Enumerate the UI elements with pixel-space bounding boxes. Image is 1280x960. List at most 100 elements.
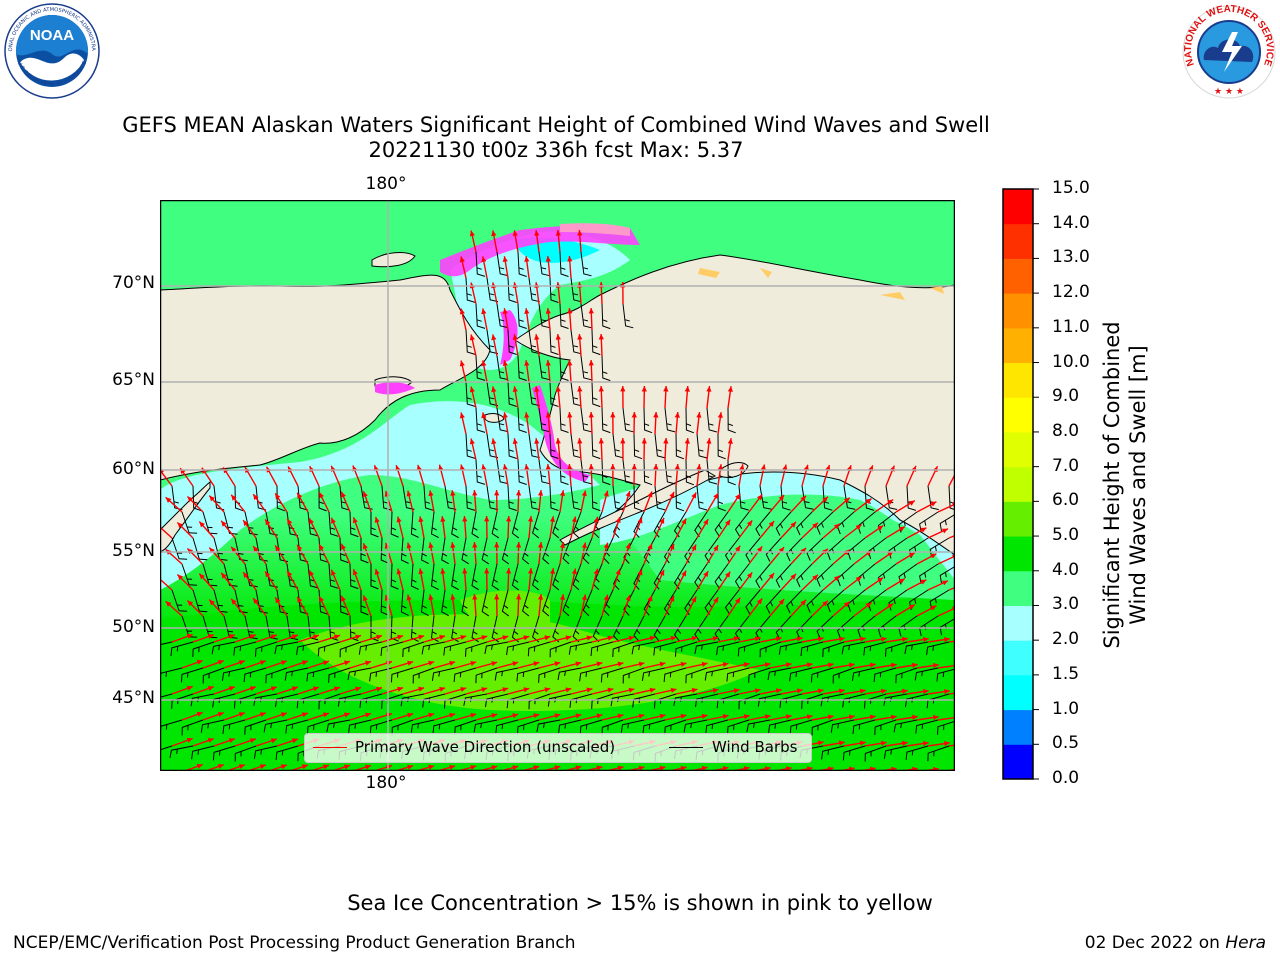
wind-barb — [501, 537, 510, 565]
colorbar-tick-label: 8.0 — [1052, 420, 1080, 441]
wave-arrow — [181, 711, 203, 721]
wind-barb — [580, 407, 592, 433]
wave-arrow — [811, 600, 829, 617]
legend-wave-label: Primary Wave Direction (unscaled) — [355, 738, 616, 756]
wind-barb — [347, 667, 372, 681]
wind-barb — [484, 641, 509, 654]
wind-barb — [516, 667, 540, 682]
wave-arrow — [459, 412, 467, 435]
wave-arrow — [496, 713, 519, 721]
wind-barb — [306, 667, 330, 682]
wave-arrow — [524, 360, 530, 383]
wave-arrow — [641, 437, 647, 461]
wave-arrow — [234, 686, 257, 695]
wave-arrow — [906, 688, 929, 695]
wave-arrow — [296, 544, 309, 565]
wind-barb — [622, 667, 645, 684]
wave-arrow — [727, 597, 741, 617]
wave-arrow — [696, 636, 719, 643]
colorbar-label: Significant Height of Combined Wind Wave… — [1099, 275, 1159, 695]
wind-barb — [558, 719, 582, 734]
colorbar-tick-label: 7.0 — [1052, 455, 1080, 476]
wind-barb — [778, 641, 803, 655]
wind-barb — [475, 407, 486, 433]
wind-barb — [339, 485, 350, 511]
wind-barb — [370, 616, 379, 642]
wave-arrow — [570, 635, 593, 643]
wave-arrow — [545, 256, 551, 279]
wave-arrow — [472, 542, 478, 565]
wave-arrow — [230, 598, 246, 617]
wind-barb — [706, 407, 718, 433]
land — [160, 252, 954, 555]
wave-arrow — [822, 523, 841, 539]
wave-arrow — [559, 594, 565, 617]
wind-barb — [370, 512, 379, 538]
wave-arrow — [801, 636, 824, 643]
wind-barb — [842, 745, 866, 761]
wave-arrow — [481, 308, 488, 331]
wave-arrow — [480, 765, 498, 770]
wave-arrow — [588, 359, 594, 383]
wave-arrow — [759, 636, 782, 643]
wind-barb — [517, 251, 527, 277]
wind-barb — [390, 667, 414, 683]
wind-barb — [274, 641, 299, 654]
legend-wave-swatch — [313, 747, 347, 748]
wave-arrow — [591, 516, 599, 539]
wind-barb — [905, 745, 929, 761]
wave-arrow — [674, 412, 680, 435]
wave-arrow — [198, 521, 215, 539]
wind-barb — [243, 667, 267, 683]
wave-arrow — [567, 308, 573, 331]
wave-arrow — [620, 437, 626, 461]
wind-barb — [600, 667, 624, 683]
wind-barb — [370, 564, 379, 590]
wind-barb — [390, 563, 399, 590]
wind-barb — [180, 667, 204, 683]
wave-arrow — [213, 634, 236, 643]
wave-arrow — [459, 360, 467, 383]
wind-barb — [517, 407, 527, 433]
wind-barb — [927, 745, 950, 762]
wind-barb — [810, 667, 834, 683]
wave-arrow — [469, 230, 477, 253]
wave-arrow — [318, 491, 330, 513]
wind-barb — [538, 459, 550, 485]
colorbar-tick-label: 5.0 — [1052, 525, 1080, 546]
wave-arrow — [181, 659, 203, 669]
wind-barb — [234, 537, 248, 562]
wind-barb — [926, 641, 950, 656]
wind-barb — [200, 719, 225, 733]
wave-arrow — [738, 519, 753, 539]
wind-barb — [475, 459, 486, 485]
wave-arrow — [171, 685, 193, 695]
wave-arrow — [417, 764, 435, 770]
wind-barb — [591, 329, 601, 356]
wave-arrow — [534, 334, 540, 357]
colorbar-tick-label: 10.0 — [1052, 351, 1090, 372]
wave-arrow — [780, 688, 803, 695]
wave-arrow — [264, 571, 278, 591]
wave-arrow — [622, 542, 631, 565]
wind-barb — [696, 433, 708, 459]
wind-barb — [633, 615, 645, 642]
wind-barb — [830, 719, 855, 733]
wind-barb — [590, 641, 614, 656]
wave-arrow — [853, 498, 872, 513]
wave-arrow — [524, 464, 530, 487]
wave-arrow — [274, 493, 288, 513]
wave-arrow — [318, 595, 330, 617]
wave-arrow — [601, 661, 624, 669]
wave-arrow — [171, 633, 193, 643]
wind-barb — [420, 537, 429, 565]
wave-arrow — [727, 714, 750, 721]
wave-arrow — [527, 516, 534, 539]
wave-arrow — [512, 386, 519, 409]
wind-barb — [160, 745, 173, 751]
wind-barb — [582, 537, 593, 565]
wave-arrow — [906, 636, 929, 643]
colorbar-tick-label: 12.0 — [1052, 282, 1090, 303]
wave-arrow — [402, 634, 425, 643]
wave-arrow — [362, 543, 372, 565]
